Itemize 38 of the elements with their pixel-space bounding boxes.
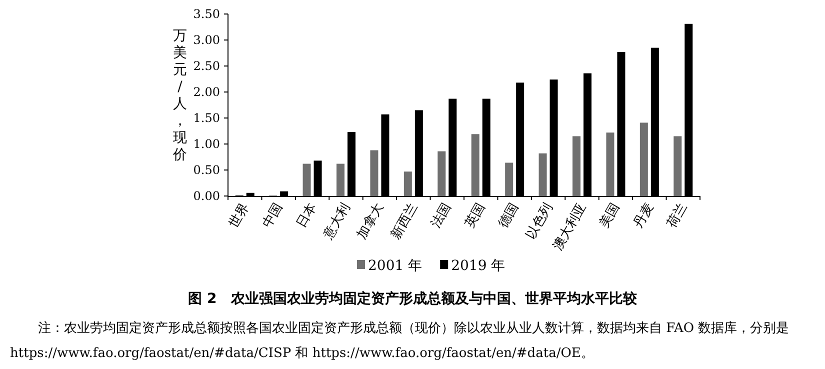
y-tick-label: 3.50 [193,7,220,21]
y-tick-label: 1.00 [193,137,220,151]
x-tick-label: 丹麦 [630,200,657,231]
y-tick-label: 1.50 [193,111,220,125]
y-tick-label: 0.00 [193,189,220,203]
bar [336,164,344,196]
bar [505,162,514,196]
bar [606,132,614,196]
bar [572,136,580,196]
bar [302,164,311,196]
y-tick-label: 3.00 [193,33,220,47]
bar [674,136,682,196]
legend-label: 2019 年 [451,258,506,274]
x-tick-label: 意大利 [320,200,354,243]
bar [640,122,648,196]
y-tick-label: 0.50 [193,163,220,177]
bar [404,172,412,196]
legend-label: 2001 年 [368,258,422,274]
x-tick-label: 世界 [226,200,252,231]
y-tick-label: 2.00 [193,85,220,99]
text: 注：农业劳均固定资产形成总额按照各国农业固定资产形成总额（现价）除以农业从业人数计算，数据均来自 FAO 数据库，分别是 https://www.fao.org/faostat/en/#data/CISP 和 https://www.fao.org/faostat/en/#data/OE。 [10,320,790,363]
x-tick-label: 英国 [462,200,488,231]
bar [438,151,446,196]
x-tick-label: 日本 [294,200,320,231]
text: 图 2 农业强国农业劳均固定资产形成总额及与中国、世界平均水平比较 [187,290,638,308]
x-tick-label: 德国 [496,200,522,231]
x-tick-label: 荷兰 [664,200,691,231]
x-tick-label: 美国 [596,200,624,231]
y-axis-title: 万美元/人，现价 [172,28,187,163]
bar [471,134,480,196]
x-tick-label: 新西兰 [388,200,421,242]
y-tick-label: 2.50 [193,59,220,73]
x-tick-label: 以色列 [523,200,556,242]
bar [538,153,547,196]
x-tick-label: 中国 [260,200,286,231]
x-tick-label: 加拿大 [354,200,388,242]
bar [370,150,378,196]
x-tick-label: 法国 [428,200,455,231]
